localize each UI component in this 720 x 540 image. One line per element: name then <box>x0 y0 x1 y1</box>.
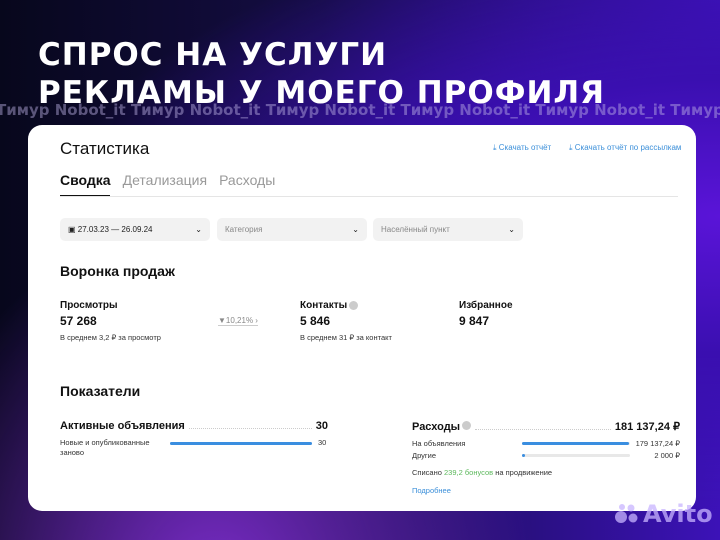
chevron-down-icon: ⌄ <box>352 225 359 234</box>
contacts-label: Контакты <box>300 300 348 311</box>
more-link[interactable]: Подробнее <box>412 486 451 495</box>
watermark: Тимур Nobot_it Тимур Nobot_it Тимур Nobo… <box>0 101 720 119</box>
contacts-value: 5 846 <box>300 314 331 328</box>
expenses-value: 181 137,24 ₽ <box>614 421 680 433</box>
tab-summary[interactable]: Сводка <box>60 172 111 188</box>
headline: СПРОС НА УСЛУГИ РЕКЛАМЫ У МОЕГО ПРОФИЛЯ <box>38 36 605 112</box>
expense-row-value: 179 137,24 ₽ <box>635 439 680 448</box>
expenses-block: Расходы 181 137,24 ₽ На объявления 179 1… <box>412 420 680 495</box>
expense-row: На объявления 179 137,24 ₽ <box>412 439 680 448</box>
views-value: 57 268 <box>60 314 97 328</box>
bonus-amount: 239,2 бонусов <box>444 468 494 477</box>
help-icon[interactable] <box>349 300 359 310</box>
city-placeholder: Населённый пункт <box>381 225 450 234</box>
views-metric: Просмотры 57 268 В среднем 3,2 ₽ за прос… <box>60 300 161 342</box>
bonus-suffix: на продвижение <box>495 468 553 477</box>
expense-row-value: 2 000 ₽ <box>654 451 680 460</box>
tabs-divider <box>60 196 678 197</box>
expense-row: Другие 2 000 ₽ <box>412 451 680 460</box>
expense-row-label: Другие <box>412 451 437 460</box>
active-listings-value: 30 <box>315 420 328 432</box>
expense-row-bar <box>522 442 630 445</box>
download-icon: ⤓ <box>493 143 497 152</box>
contacts-avg: В среднем 31 ₽ за контакт <box>300 333 392 342</box>
category-select[interactable]: Категория ⌄ <box>217 218 367 241</box>
new-republished-value: 30 <box>318 438 327 447</box>
help-icon[interactable] <box>462 421 472 430</box>
bonus-prefix: Списано <box>412 468 442 477</box>
download-mailing-report-link[interactable]: ⤓ Скачать отчёт по рассылкам <box>569 143 681 153</box>
tab-expenses[interactable]: Расходы <box>219 172 276 188</box>
download-icon: ⤓ <box>569 143 573 152</box>
date-text: 27.03.23 — 26.09.24 <box>77 225 153 234</box>
avito-logo: Avito <box>614 500 713 528</box>
chevron-down-icon: ⌄ <box>195 225 202 234</box>
conversion-link[interactable]: ▼10,21% › <box>218 316 258 326</box>
headline-line2: РЕКЛАМЫ У МОЕГО ПРОФИЛЯ <box>38 75 606 111</box>
indicators-title: Показатели <box>60 383 141 399</box>
new-republished-bar <box>170 442 312 445</box>
date-range-select[interactable]: ▣ 27.03.23 — 26.09.24 ⌄ <box>60 218 210 241</box>
favorites-value: 9 847 <box>459 314 490 328</box>
funnel-title: Воронка продаж <box>60 263 175 279</box>
download-report-label: Скачать отчёт <box>498 143 552 152</box>
funnel-icon: ▼ <box>218 316 226 325</box>
new-republished-bar-fill <box>170 442 312 445</box>
views-label: Просмотры <box>60 300 118 311</box>
calendar-icon: ▣ <box>68 225 78 234</box>
dotted-leader <box>475 429 611 430</box>
page-title: Статистика <box>60 139 150 158</box>
expense-row-bar-fill <box>522 454 526 457</box>
chevron-right-icon: › <box>255 316 258 325</box>
expense-row-bar-fill <box>522 442 629 445</box>
chevron-down-icon: ⌄ <box>508 225 515 234</box>
headline-line1: СПРОС НА УСЛУГИ <box>38 37 388 73</box>
favorites-label: Избранное <box>459 300 513 311</box>
conversion-value: 10,21% <box>225 316 254 325</box>
avito-wordmark: Avito <box>643 500 713 528</box>
statistics-card: Статистика ⤓ Скачать отчёт ⤓ Скачать отч… <box>28 125 696 511</box>
expense-row-label: На объявления <box>412 439 466 448</box>
avito-dots-icon <box>615 504 638 523</box>
active-listings-block: Активные объявления 30 Новые и опубликов… <box>60 420 328 458</box>
dotted-leader <box>188 428 312 429</box>
date-range-value: ▣ 27.03.23 — 26.09.24 <box>68 225 153 234</box>
expenses-label: Расходы <box>412 421 461 433</box>
bonus-note: Списано 239,2 бонусов на продвижение <box>412 468 680 477</box>
tabs: Сводка Детализация Расходы <box>60 172 275 188</box>
contacts-metric: Контакты 5 846 В среднем 31 ₽ за контакт <box>300 300 392 342</box>
download-report-link[interactable]: ⤓ Скачать отчёт <box>493 143 551 153</box>
city-select[interactable]: Населённый пункт ⌄ <box>373 218 523 241</box>
views-avg: В среднем 3,2 ₽ за просмотр <box>60 333 161 342</box>
active-listings-label: Активные объявления <box>60 420 185 432</box>
new-republished-label: Новые и опубликованные заново <box>60 438 150 457</box>
expense-row-bar <box>522 454 630 457</box>
tab-details[interactable]: Детализация <box>122 172 208 188</box>
favorites-metric: Избранное 9 847 <box>459 300 513 328</box>
category-placeholder: Категория <box>225 225 263 234</box>
download-mailing-label: Скачать отчёт по рассылкам <box>574 143 682 152</box>
